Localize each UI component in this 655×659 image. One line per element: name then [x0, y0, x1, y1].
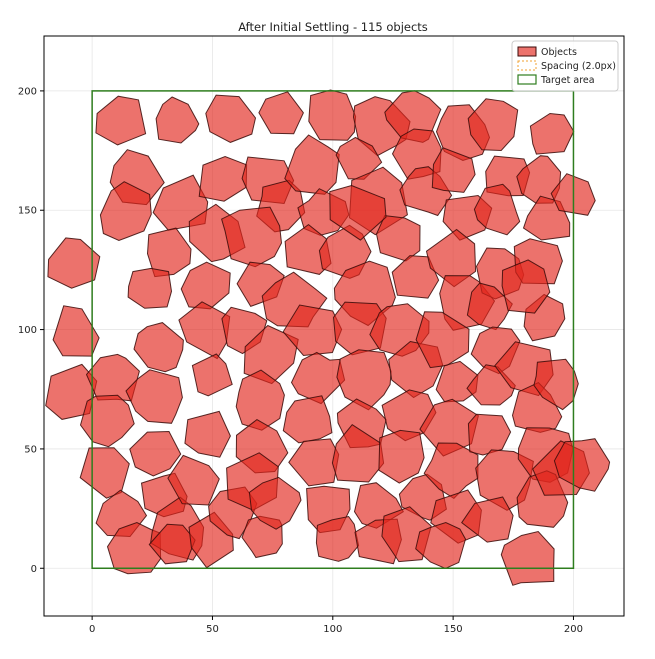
object-polygon: [329, 184, 387, 241]
object-polygon: [155, 96, 200, 144]
y-tick-label: 100: [18, 325, 37, 336]
plot-frame: [43, 35, 625, 617]
object-polygon: [178, 301, 231, 360]
object-polygon: [500, 530, 555, 586]
object-polygon: [180, 261, 231, 310]
x-tick-label: 100: [323, 624, 342, 635]
y-tick-label: 150: [18, 206, 37, 217]
x-tick-label: 200: [564, 624, 583, 635]
legend-box: [511, 40, 619, 92]
chart-title: After Initial Settling - 115 objects: [238, 20, 428, 34]
object-polygon: [284, 134, 340, 195]
object-polygon: [52, 305, 100, 357]
object-polygon: [167, 454, 220, 506]
object-polygon: [415, 311, 470, 369]
legend: Objects Spacing (2.0px) Target area: [511, 40, 619, 92]
object-polygon: [248, 476, 302, 530]
object-polygon: [95, 95, 147, 146]
object-polygon: [473, 183, 521, 236]
object-polygon: [79, 394, 135, 448]
legend-swatch: [517, 74, 537, 85]
object-polygon: [191, 353, 233, 397]
object-polygon: [99, 181, 152, 242]
object-polygon: [391, 255, 440, 299]
object-polygon: [184, 410, 231, 458]
target-area: [91, 90, 575, 570]
object-polygon: [336, 349, 392, 411]
target-area-rect: [91, 90, 575, 570]
legend-swatch: [517, 46, 537, 57]
y-tick-label: 50: [24, 444, 37, 455]
object-polygon: [315, 515, 360, 562]
object-polygon: [553, 438, 611, 492]
object-polygon: [533, 358, 579, 411]
object-polygon: [461, 496, 514, 543]
object-polygon: [282, 304, 343, 357]
object-polygon: [529, 112, 575, 155]
object-polygon: [221, 206, 283, 268]
object-polygon: [290, 351, 346, 405]
y-tick-label: 200: [18, 86, 37, 97]
object-polygon: [127, 267, 173, 309]
object-polygon: [423, 442, 479, 500]
objects: [45, 89, 611, 586]
object-polygon: [133, 322, 184, 373]
object-polygon: [308, 89, 357, 141]
object-polygon: [47, 237, 101, 289]
object-polygon: [378, 429, 425, 484]
axis-ticks: 0 50 100 150 200 0 50 100 150 200: [18, 86, 583, 635]
x-tick-label: 0: [89, 624, 95, 635]
legend-swatch: [517, 60, 537, 71]
object-polygon: [282, 395, 333, 444]
legend-label: Spacing (2.0px): [541, 61, 616, 72]
object-polygon: [431, 147, 476, 193]
object-polygon: [467, 413, 512, 456]
object-polygon: [205, 94, 257, 143]
legend-label: Target area: [540, 75, 595, 86]
object-polygon: [415, 521, 467, 569]
object-polygon: [258, 91, 304, 135]
x-tick-label: 50: [206, 624, 219, 635]
legend-label: Objects: [541, 47, 577, 58]
object-polygon: [501, 259, 551, 314]
object-polygon: [467, 98, 519, 152]
object-polygon: [129, 430, 182, 477]
object-polygon: [125, 369, 183, 424]
x-tick-label: 150: [444, 624, 463, 635]
y-tick-label: 0: [31, 564, 37, 575]
